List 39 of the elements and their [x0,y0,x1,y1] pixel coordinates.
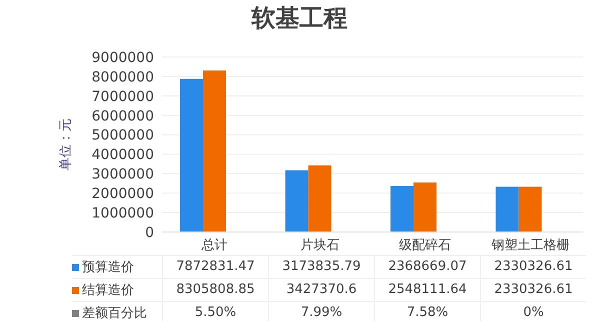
y-tick-label: 3000000 [92,166,154,183]
y-tick-label: 4000000 [92,147,154,164]
y-tick-label: 5000000 [92,128,154,144]
data-label: 7.58% [374,302,480,321]
y-tick-label: 6000000 [92,108,154,124]
bar [390,186,414,232]
y-axis-title: 单位：元 [58,118,74,170]
data-label: 0% [480,302,586,321]
chart-title: 软基工程 [250,3,348,34]
data-label: 8305808.85 [162,279,268,301]
data-label: 2548111.64 [374,279,480,301]
bar [518,186,542,232]
y-tick-label: 7000000 [92,88,154,105]
x-tick-label: 总计 [200,238,228,254]
y-tick-label: 2000000 [92,186,154,202]
data-label: 3427370.6 [268,279,374,301]
data-label: 3173835.79 [268,256,374,278]
y-tick-label: 9000000 [92,50,154,66]
bar [414,182,436,232]
legend-label: 结算造价 [82,282,134,299]
bar [203,70,226,232]
y-tick-label: 0 [145,224,154,241]
data-label: 7.99% [268,302,374,321]
data-label: 5.50% [162,302,268,321]
bar [308,165,332,232]
legend-label: 预算造价 [82,259,134,276]
x-tick-label: 钢塑土工格栅 [490,237,570,254]
x-tick-label: 级配碎石 [399,238,452,254]
bar [496,186,519,232]
data-label: 2330326.61 [480,279,586,301]
data-label: 7872831.47 [162,256,268,278]
bar [180,78,203,232]
x-tick-label: 片块石 [300,238,340,254]
legend-label: 差额百分比 [82,305,147,321]
bar [285,170,308,232]
data-label: 2330326.61 [480,256,586,278]
data-label: 2368669.07 [374,256,480,278]
y-tick-label: 8000000 [92,69,154,86]
y-tick-label: 1000000 [92,206,154,222]
